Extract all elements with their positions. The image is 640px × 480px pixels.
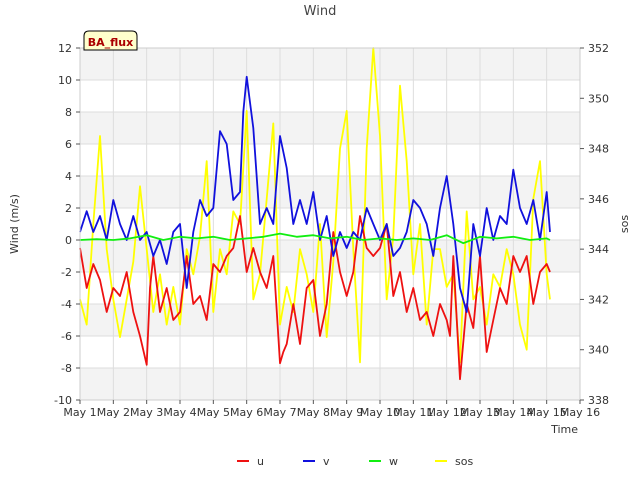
- x-tick-label-15: May 16: [560, 406, 600, 419]
- plot-frame: [79, 47, 581, 401]
- y2-axis-label: sos: [618, 215, 631, 233]
- chart-title: Wind: [304, 4, 337, 19]
- x-tick-label-7: May 8: [297, 406, 330, 419]
- x-tick-label-8: May 9: [330, 406, 363, 419]
- x-tick-label-13: May 14: [493, 406, 533, 419]
- x-tick-label-1: May 2: [97, 406, 130, 419]
- y-tick-label-5: 0: [65, 234, 72, 247]
- legend-label-sos: sos: [455, 455, 473, 468]
- y2-tick-label-4: 346: [588, 193, 609, 206]
- y-tick-label-10: 10: [58, 74, 72, 87]
- y-axis-label: Wind (m/s): [8, 194, 21, 254]
- y-tick-label-2: -6: [61, 330, 72, 343]
- series-line-u: [79, 215, 551, 381]
- band-1: [80, 48, 580, 80]
- y-tick-label-6: 2: [65, 202, 72, 215]
- y2-tick-label-0: 338: [588, 394, 609, 407]
- x-tick-label-14: May 15: [527, 406, 567, 419]
- y2-tick-label-7: 352: [588, 42, 609, 55]
- y2-tick-label-1: 340: [588, 344, 609, 357]
- y2-tick-label-6: 350: [588, 92, 609, 105]
- x-tick-label-5: May 6: [230, 406, 263, 419]
- badge-label: BA_flux: [88, 36, 133, 49]
- y-axis-left: -10 -8 -6 -4 -2 0 2 4 6 8 10 12: [54, 42, 80, 407]
- plot-background: [80, 48, 580, 400]
- x-axis-label: Time: [550, 423, 578, 436]
- y-axis-right: 338 340 342 344 346 348 350 352: [580, 42, 609, 407]
- band-2: [80, 112, 580, 144]
- badge-box: [83, 30, 138, 51]
- legend-label-w: w: [389, 455, 398, 468]
- badge: BA_flux: [83, 30, 138, 51]
- band-6: [80, 368, 580, 400]
- y-tick-label-0: -10: [54, 394, 72, 407]
- x-tick-label-9: May 10: [360, 406, 400, 419]
- x-tick-label-6: May 7: [263, 406, 296, 419]
- x-axis: May 1 May 2 May 3 May 4 May 5 May 6 May 7 May 8…: [63, 400, 600, 419]
- series-line-v: [79, 75, 551, 313]
- series-line-w: [79, 232, 551, 245]
- y-tick-label-7: 4: [65, 170, 72, 183]
- series-line-sos: [79, 47, 551, 364]
- y2-tick-label-5: 348: [588, 143, 609, 156]
- y2-tick-label-3: 344: [588, 243, 609, 256]
- legend: u v w sos: [237, 455, 473, 468]
- x-tick-label-10: May 11: [393, 406, 433, 419]
- x-tick-label-12: May 13: [460, 406, 500, 419]
- y-tick-label-8: 6: [65, 138, 72, 151]
- x-tick-label-4: May 5: [197, 406, 230, 419]
- y-tick-label-9: 8: [65, 106, 72, 119]
- x-tick-label-3: May 4: [163, 406, 196, 419]
- y-tick-label-4: -2: [61, 266, 72, 279]
- y2-tick-label-2: 342: [588, 293, 609, 306]
- legend-label-v: v: [323, 455, 330, 468]
- y-tick-label-3: -4: [61, 298, 72, 311]
- legend-label-u: u: [257, 455, 264, 468]
- band-3: [80, 176, 580, 208]
- x-tick-label-0: May 1: [63, 406, 96, 419]
- series-layer: [79, 47, 551, 381]
- x-tick-label-11: May 12: [427, 406, 467, 419]
- y-tick-label-1: -8: [61, 362, 72, 375]
- plot-area: [80, 48, 580, 400]
- x-tick-label-2: May 3: [130, 406, 163, 419]
- y-tick-label-11: 12: [58, 42, 72, 55]
